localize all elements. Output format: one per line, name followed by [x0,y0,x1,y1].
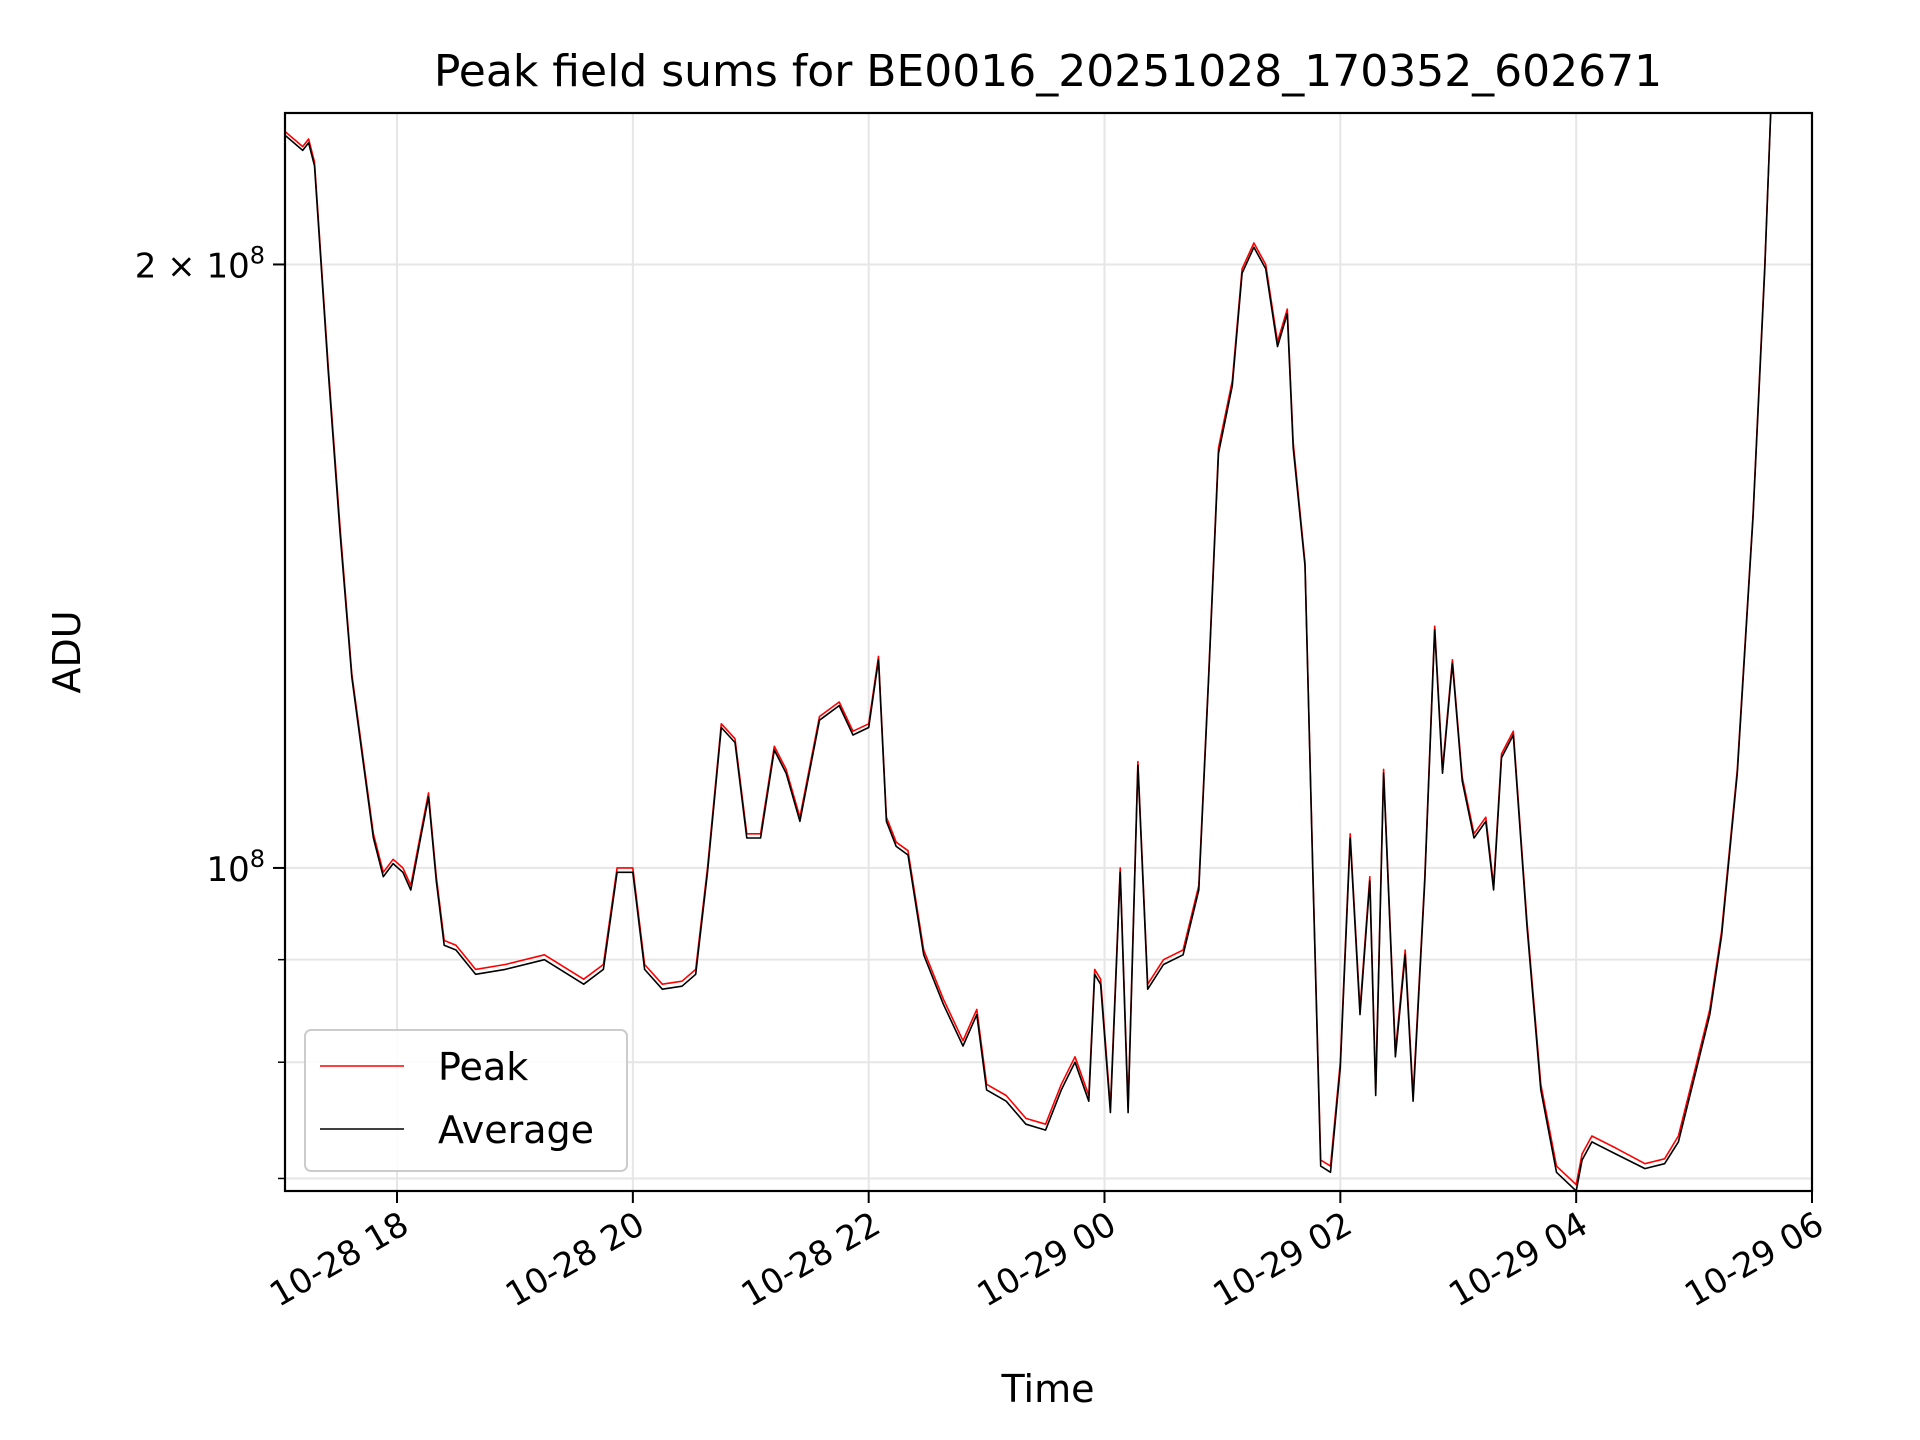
legend: Peak Average [304,1029,628,1172]
series-layer [285,113,1781,1191]
plot-frame [283,111,1814,1193]
y-axis-label: ADU [45,610,89,693]
legend-peak-label: Peak [438,1045,528,1089]
x-axis-label: Time [1001,1367,1095,1411]
legend-average-label: Average [438,1108,594,1152]
y-tick-label-0: 108 [206,845,265,890]
series-line-average [285,113,1781,1191]
chart-title: Peak field sums for BE0016_20251028_1703… [434,46,1662,97]
y-axis: 108 2 × 108 [135,241,285,1180]
y-tick-label-1: 2 × 108 [135,241,265,286]
